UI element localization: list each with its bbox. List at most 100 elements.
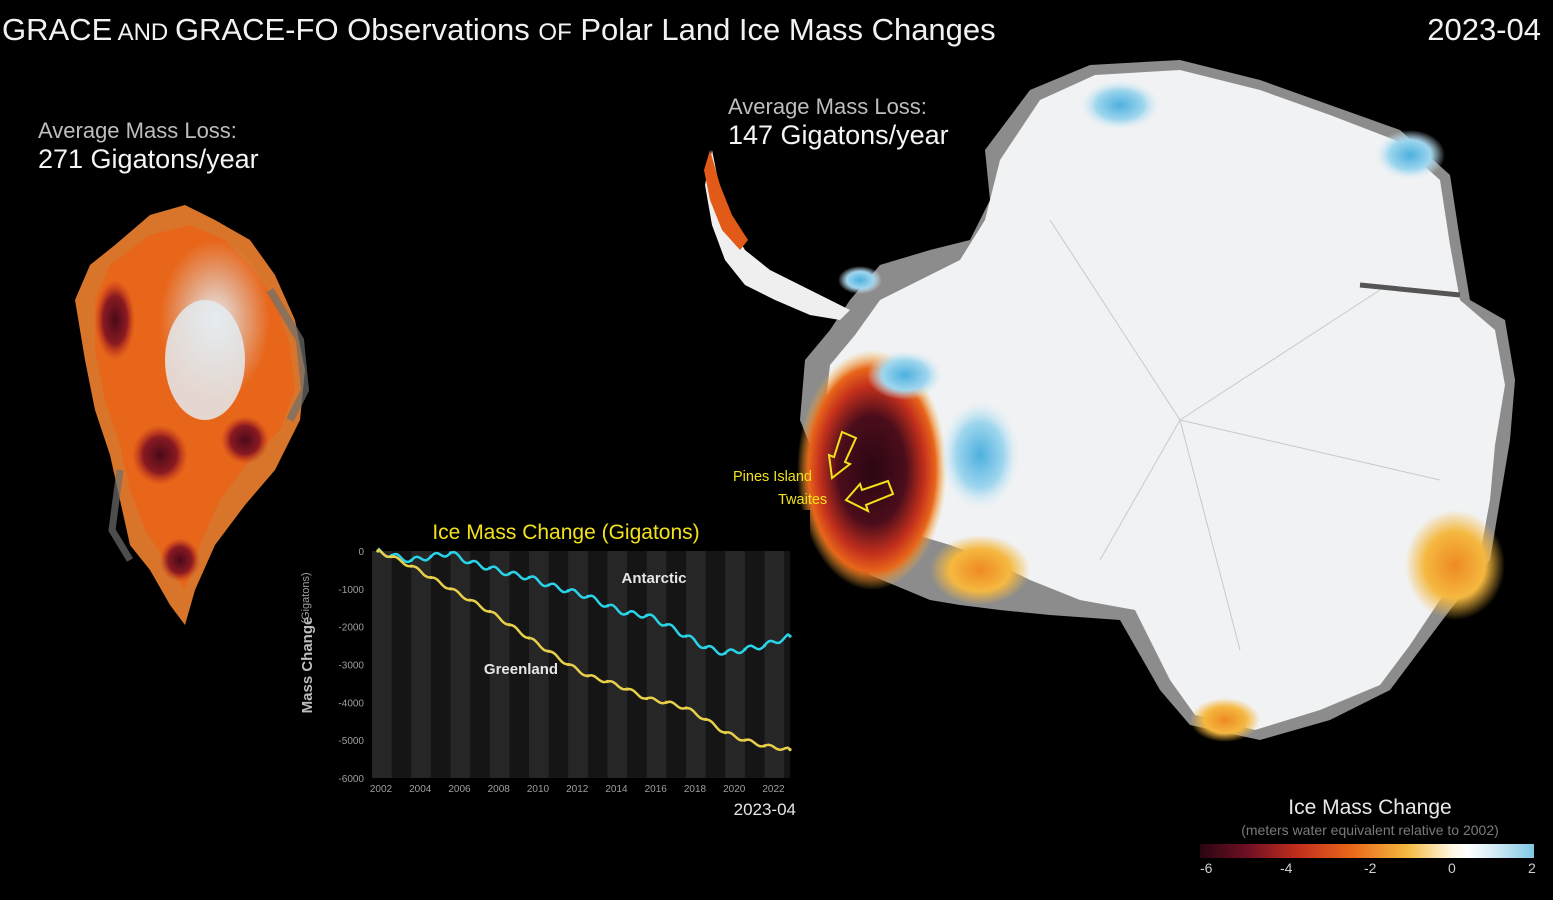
chart-year-band: [568, 551, 588, 778]
chart-year-band: [725, 551, 745, 778]
chart-point-greenland: [566, 662, 570, 667]
chart-year-band: [646, 551, 667, 778]
date-label: 2023-04: [1427, 12, 1541, 47]
chart-point-antarctic: [468, 560, 472, 564]
pines-island-label: Pines Island: [733, 469, 812, 485]
antarctica-map: Pines Island Twaites: [704, 60, 1515, 742]
chart-point-greenland: [762, 744, 767, 748]
chart-point-greenland: [723, 731, 727, 735]
chart-year-bands: [372, 551, 790, 778]
chart-point-greenland: [488, 609, 492, 614]
chart-point-greenland: [376, 549, 380, 553]
chart-point-greenland: [625, 687, 629, 691]
chart-point-greenland: [409, 564, 413, 568]
chart-point-greenland: [468, 598, 472, 602]
legend-color-bar: [1200, 844, 1534, 858]
chart-series-line-antarctic: [377, 547, 791, 656]
chart-x-tick-label: 2010: [527, 784, 550, 795]
chart-year-band: [411, 551, 431, 778]
antarctica-loss-block: Average Mass Loss: 147 Gigatons/year: [728, 94, 949, 151]
pine-island-arrow-icon: [827, 430, 858, 480]
chart-year-band: [685, 551, 706, 778]
antarctica-loss-label: Average Mass Loss:: [728, 94, 927, 119]
chart-year-band: [764, 551, 785, 778]
chart-y-ticks: 0 -1000 -2000 -3000 -4000 -5000 -6000: [338, 547, 364, 785]
greenland-map: [75, 205, 310, 625]
chart-series-line-greenland: [377, 548, 791, 751]
chart-y-tick-label: -2000: [338, 623, 364, 634]
chart-point-antarctic: [409, 558, 413, 563]
chart-y-tick-label: -6000: [338, 774, 364, 785]
chart-x-tick-label: 2018: [684, 784, 707, 795]
chart-point-antarctic: [527, 575, 531, 580]
chart-y-tick-label: -1000: [338, 585, 364, 596]
chart-point-greenland: [664, 700, 668, 704]
chart-y-axis-unit: (Gigatons): [300, 572, 312, 623]
chart-point-antarctic: [586, 594, 590, 599]
chart-point-antarctic: [645, 613, 649, 617]
twaites-arrow-icon: [844, 479, 895, 513]
chart-point-greenland: [605, 679, 610, 684]
chart-point-antarctic: [788, 634, 792, 638]
chart-x-tick-label: 2016: [645, 784, 668, 795]
chart-series-lines: [376, 547, 792, 752]
chart-point-antarctic: [488, 566, 492, 570]
chart-point-greenland: [390, 555, 394, 559]
legend-tick: -4: [1280, 860, 1293, 876]
legend-ticks: -6 -4 -2 0 2: [1200, 858, 1540, 876]
chart-x-tick-label: 2022: [762, 784, 785, 795]
chart-point-antarctic: [684, 634, 688, 638]
chart-year-band: [528, 551, 549, 778]
chart-y-tick-label: -3000: [338, 661, 364, 672]
chart-point-antarctic: [547, 583, 551, 587]
chart-point-greenland: [684, 706, 688, 710]
chart-title: Ice Mass Change (Gigatons): [432, 521, 699, 544]
chart-point-greenland: [586, 674, 590, 678]
chart-point-greenland: [788, 748, 792, 752]
chart-point-antarctic: [566, 589, 570, 593]
chart-date-label: 2023-04: [734, 800, 796, 819]
greenland-series-label: Greenland: [484, 661, 558, 678]
chart-x-tick-label: 2014: [605, 784, 628, 795]
twaites-label: Twaites: [778, 492, 827, 508]
chart-x-ticks: 2002 2004 2006 2008 2010 2012 2014 2016 2018 2020…: [370, 784, 785, 795]
legend-title: Ice Mass Change: [1288, 796, 1452, 819]
chart-point-greenland: [527, 636, 531, 640]
chart-x-tick-label: 2004: [409, 784, 432, 795]
legend-subtitle: (meters water equivalent relative to 200…: [1241, 822, 1499, 838]
chart-point-greenland: [645, 696, 649, 701]
chart-x-tick-label: 2002: [370, 784, 393, 795]
antarctic-series-label: Antarctic: [621, 570, 686, 587]
ice-mass-chart: Ice Mass Change (Gigatons) 0 -1000 -2000 -3…: [290, 510, 810, 820]
legend-tick: 0: [1448, 860, 1456, 876]
chart-year-band: [372, 551, 392, 778]
chart-point-greenland: [448, 587, 453, 591]
chart-x-tick-label: 2020: [723, 784, 746, 795]
chart-point-greenland: [507, 623, 511, 627]
chart-x-tick-label: 2006: [448, 784, 471, 795]
legend-tick: -2: [1364, 860, 1377, 876]
chart-point-greenland: [547, 649, 551, 653]
chart-point-antarctic: [664, 623, 668, 627]
chart-point-antarctic: [723, 651, 727, 655]
chart-x-tick-label: 2012: [566, 784, 589, 795]
greenland-loss-block: Average Mass Loss: 271 Gigatons/year: [38, 118, 259, 175]
chart-point-greenland: [704, 717, 708, 721]
chart-point-antarctic: [625, 611, 629, 616]
chart-x-tick-label: 2008: [488, 784, 511, 795]
chart-point-greenland: [429, 575, 433, 580]
color-legend: Ice Mass Change (meters water equivalent…: [1200, 796, 1540, 876]
chart-y-axis-label: Mass Change: [299, 617, 316, 714]
greenland-loss-label: Average Mass Loss:: [38, 118, 237, 143]
greenland-loss-value: 271 Gigatons/year: [38, 144, 259, 174]
chart-point-greenland: [743, 738, 747, 742]
chart-y-tick-label: -5000: [338, 736, 364, 747]
chart-point-antarctic: [762, 643, 767, 648]
chart-point-antarctic: [429, 555, 433, 559]
chart-point-antarctic: [704, 645, 708, 650]
chart-y-tick-label: 0: [358, 547, 364, 558]
chart-year-band: [607, 551, 628, 778]
chart-point-antarctic: [605, 604, 610, 608]
chart-year-band: [450, 551, 471, 778]
chart-point-antarctic: [507, 572, 511, 576]
